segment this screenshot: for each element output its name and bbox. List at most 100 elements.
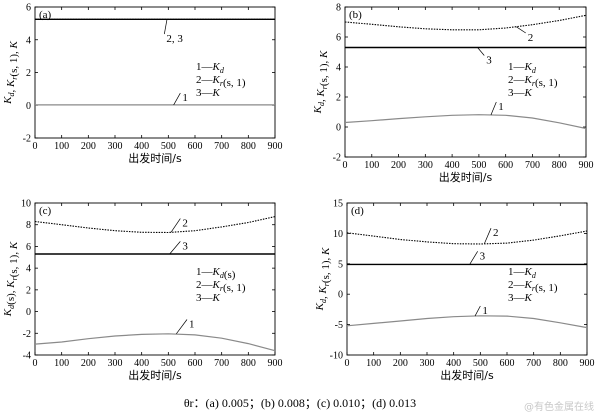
x-tick-label: 800 <box>241 358 256 369</box>
x-tick-label: 400 <box>445 160 460 171</box>
legend-entry: 3—K <box>508 87 533 99</box>
annotation-leader <box>477 47 485 56</box>
x-tick-label: 200 <box>393 358 408 369</box>
x-tick-label: 800 <box>552 160 567 171</box>
x-tick-label: 900 <box>268 141 283 152</box>
series-line-1 <box>344 114 587 130</box>
y-tick-label: 15 <box>333 199 343 210</box>
x-tick-label: 200 <box>81 141 96 152</box>
y-tick-label: 4 <box>26 35 31 46</box>
y-tick-label: 0 <box>26 101 31 112</box>
y-tick-label: 10 <box>21 199 31 210</box>
legend-entry: 2—Kr(s, 1) <box>508 279 558 294</box>
x-tick-label: 300 <box>418 160 433 171</box>
x-tick-label: 500 <box>473 358 488 369</box>
legend-entry: 3—K <box>508 292 533 304</box>
x-tick-label: 600 <box>498 160 513 171</box>
plot-frame <box>346 202 588 356</box>
y-tick-label: 8 <box>336 3 341 14</box>
annotation-label: 3 <box>182 240 188 252</box>
annotation-leader <box>484 228 492 244</box>
x-tick-label: 900 <box>580 358 595 369</box>
y-tick-label: 0 <box>336 123 341 134</box>
x-tick-label: 900 <box>268 358 283 369</box>
x-tick-label: 700 <box>526 358 541 369</box>
x-tick-label: 200 <box>81 358 96 369</box>
y-tick-label: -2 <box>23 134 31 145</box>
y-axis-label: Kd(s), Kr(s, 1), K <box>2 241 20 317</box>
series-line-2 <box>344 14 587 31</box>
x-tick-label: 500 <box>471 160 486 171</box>
y-tick-label: 4 <box>26 264 31 275</box>
annotation-leader <box>173 92 181 106</box>
annotation-leader <box>163 19 168 35</box>
annotation-leader <box>170 218 181 233</box>
x-axis-label: 出发时间/s <box>128 368 182 382</box>
x-tick-label: 500 <box>161 358 176 369</box>
plot-frame <box>34 6 276 139</box>
x-axis-label: 出发时间/s <box>439 170 493 184</box>
annotation-label: 3 <box>480 250 486 262</box>
plot-frame <box>34 202 276 356</box>
annotation-label: 1 <box>182 92 188 104</box>
y-tick-label: 2 <box>26 285 31 296</box>
y-tick-label: 4 <box>336 63 341 74</box>
y-tick-label: 2 <box>26 68 31 79</box>
y-tick-label: 2 <box>336 93 341 104</box>
annotation-leader <box>516 26 526 34</box>
panel-label: (d) <box>351 205 364 217</box>
panel-label: (c) <box>39 205 52 217</box>
legend-entry: 1—Kd <box>508 266 537 280</box>
annotation-label: 1 <box>498 101 504 113</box>
plot-frame <box>344 6 587 158</box>
y-axis-label: Kd, Kr(s, 1), K <box>312 50 330 114</box>
y-axis-label: Kd, Kr(s, 1), K <box>314 247 332 311</box>
x-tick-label: 800 <box>241 141 256 152</box>
y-tick-label: -10 <box>330 351 343 362</box>
x-tick-label: 200 <box>391 160 406 171</box>
y-tick-label: -2 <box>333 153 341 164</box>
y-tick-label: -5 <box>335 320 343 331</box>
x-tick-label: 400 <box>134 141 149 152</box>
x-tick-label: 100 <box>364 160 379 171</box>
y-tick-label: -2 <box>23 329 31 340</box>
y-tick-label: -4 <box>23 351 31 362</box>
legend-entry: 1—Kd <box>508 61 537 75</box>
annotation-leader <box>474 305 481 317</box>
panel-label: (b) <box>349 9 362 21</box>
x-tick-label: 0 <box>33 358 38 369</box>
y-tick-label: 6 <box>26 3 31 14</box>
x-tick-label: 300 <box>108 358 123 369</box>
annotation-leader <box>469 251 478 265</box>
x-tick-label: 600 <box>188 141 203 152</box>
annotation-label: 3 <box>486 55 492 67</box>
y-tick-label: 5 <box>338 259 343 270</box>
x-tick-label: 700 <box>525 160 540 171</box>
x-tick-label: 0 <box>343 160 348 171</box>
x-tick-label: 700 <box>214 358 229 369</box>
y-axis-label: Kd, Kr(s, 1), K <box>2 40 20 104</box>
x-tick-label: 0 <box>33 141 38 152</box>
x-tick-label: 300 <box>108 141 123 152</box>
x-tick-label: 700 <box>214 141 229 152</box>
y-tick-label: 0 <box>26 307 31 318</box>
figure-caption: θr：(a) 0.005；(b) 0.008；(c) 0.010；(d) 0.0… <box>183 396 417 410</box>
series-line-1 <box>34 333 276 352</box>
series-line-2 <box>34 216 276 234</box>
y-tick-label: 0 <box>338 290 343 301</box>
legend-entry: 3—K <box>196 87 221 99</box>
legend-entry: 2—Kr(s, 1) <box>508 74 558 89</box>
x-tick-label: 400 <box>446 358 461 369</box>
legend-entry: 2—Kr(s, 1) <box>196 74 246 89</box>
annotation-leader <box>490 101 497 116</box>
x-tick-label: 600 <box>500 358 515 369</box>
annotation-leader <box>176 319 188 335</box>
legend-entry: 1—Kd <box>196 61 225 75</box>
series-line-2 <box>346 230 588 245</box>
y-tick-label: 8 <box>26 220 31 231</box>
annotation-leader <box>169 241 181 255</box>
y-tick-label: 6 <box>26 242 31 253</box>
x-tick-label: 600 <box>188 358 203 369</box>
annotation-label: 2, 3 <box>166 33 183 45</box>
